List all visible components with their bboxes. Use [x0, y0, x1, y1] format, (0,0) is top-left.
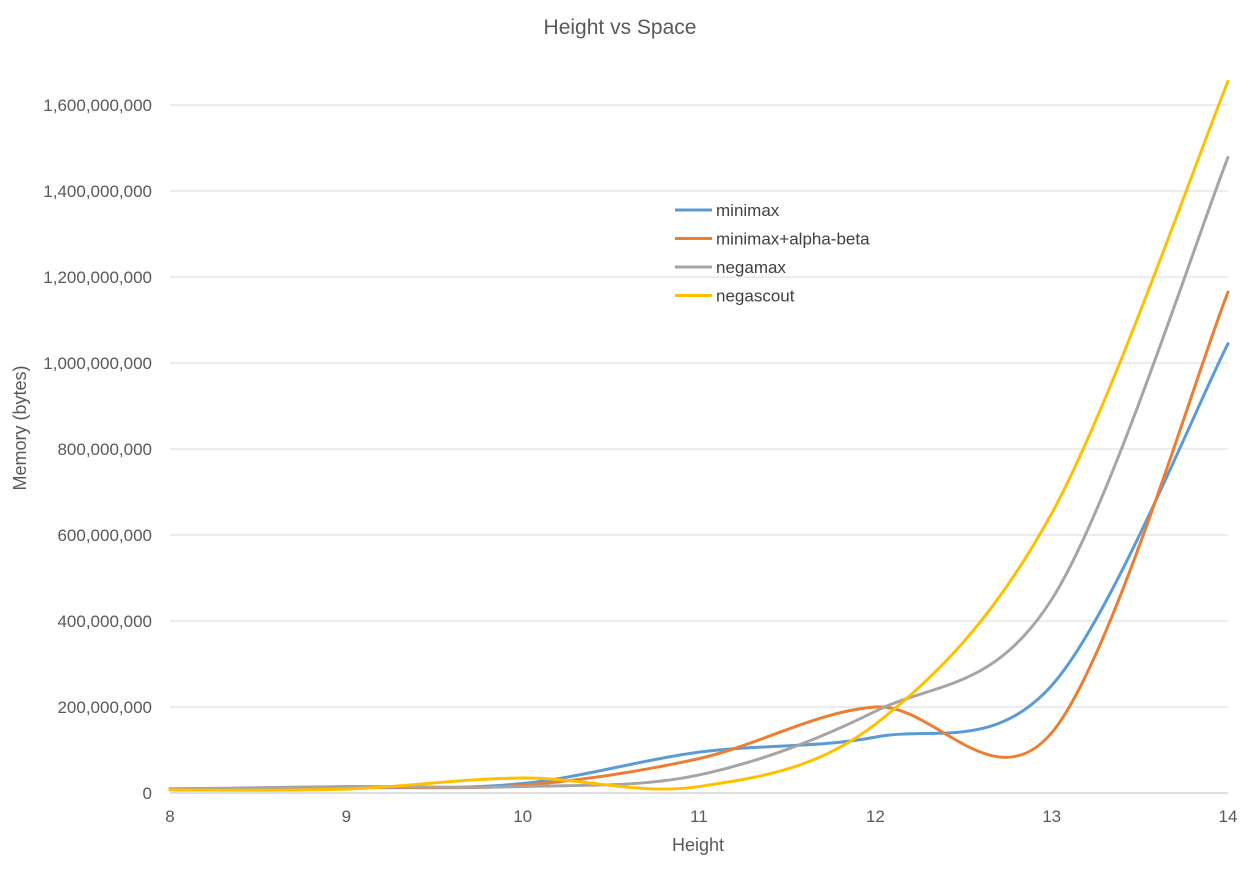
gridlines [170, 104, 1228, 794]
y-tick-label: 600,000,000 [57, 526, 152, 545]
legend-label: minimax [716, 201, 780, 220]
legend-label: negascout [716, 287, 795, 306]
series-line-negascout [168, 79, 1230, 792]
y-axis-tick-labels: 0 200,000,000 400,000,000 600,000,000 800,00… [43, 96, 152, 803]
x-axis-tick-labels: 8 9 10 11 12 13 14 [165, 807, 1237, 826]
legend-label: minimax+alpha-beta [716, 230, 870, 249]
legend-label: negamax [716, 258, 786, 277]
series-lines [168, 79, 1230, 792]
y-tick-label: 1,600,000,000 [43, 96, 152, 115]
x-axis-label: Height [672, 835, 724, 855]
chart-title: Height vs Space [544, 16, 697, 39]
x-tick-label: 8 [165, 807, 174, 826]
x-tick-label: 14 [1219, 807, 1238, 826]
y-tick-label: 1,400,000,000 [43, 182, 152, 201]
x-tick-label: 12 [866, 807, 885, 826]
x-tick-label: 10 [513, 807, 532, 826]
y-axis-label: Memory (bytes) [10, 365, 30, 490]
y-tick-label: 1,000,000,000 [43, 354, 152, 373]
x-tick-label: 9 [342, 807, 351, 826]
y-tick-label: 200,000,000 [57, 698, 152, 717]
x-tick-label: 11 [690, 807, 708, 826]
y-tick-label: 400,000,000 [57, 612, 152, 631]
y-tick-label: 0 [143, 784, 152, 803]
series-line-negamax [168, 155, 1230, 791]
legend: minimax minimax+alpha-beta negamax negascou… [675, 201, 870, 306]
x-tick-label: 13 [1042, 807, 1061, 826]
y-tick-label: 800,000,000 [57, 440, 152, 459]
series-line-minimax-alpha-beta [168, 290, 1230, 792]
y-tick-label: 1,200,000,000 [43, 268, 152, 287]
